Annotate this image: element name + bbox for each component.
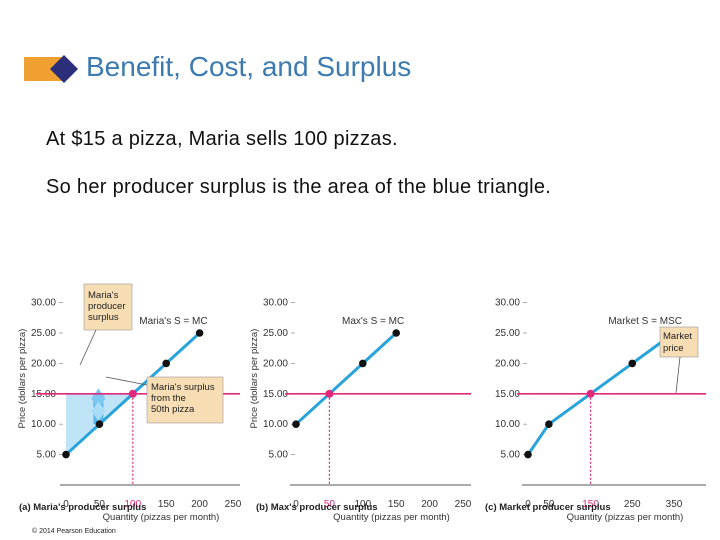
y-tick-label: 30.00 [31, 298, 56, 309]
unit-surplus-callout-text: 50th pizza [151, 404, 195, 415]
body-text-line-2: So her producer surplus is the area of t… [46, 176, 552, 198]
x-tick-label: 350 [666, 499, 683, 510]
chart-panel-3: 5.00 10.00 15.00 20.00 25.00 30.00 0 50 150 250 35… [485, 298, 706, 523]
chart-panel-2: 5.00 10.00 15.00 20.00 25.00 30.00 0 50 100 150 20… [249, 298, 472, 523]
panel-caption: (b) Max's producer surplus [256, 502, 378, 513]
y-tick-label: 10.00 [263, 419, 288, 430]
y-tick-label: 25.00 [31, 328, 56, 339]
y-tick-label: 10.00 [495, 419, 520, 430]
price-callout-box [659, 326, 699, 358]
x-tick-label: 250 [225, 499, 242, 510]
x-tick-label: 0 [525, 499, 531, 510]
x-tick-label: 0 [293, 499, 299, 510]
x-tick-label: 0 [63, 499, 69, 510]
unit-surplus-callout-pointer [105, 376, 148, 386]
panel-caption: (c) Market producer surplus [485, 502, 611, 513]
x-tick-label: 150 [582, 499, 599, 510]
price-callout-pointer [675, 356, 681, 393]
supply-point [359, 359, 367, 368]
surplus-callout-box [83, 283, 133, 331]
unit-surplus-callout-box [146, 376, 224, 424]
supply-point [162, 359, 170, 368]
panel-caption: (a) Maria's producer surplus [19, 502, 146, 513]
supply-curve-label: Maria's S = MC [139, 316, 207, 327]
x-axis-label: Quantity (pizzas per month) [333, 512, 450, 523]
y-tick-label: 15.00 [495, 389, 520, 400]
y-tick-label: 15.00 [263, 389, 288, 400]
supply-curve-label: Max's S = MC [342, 316, 404, 327]
supply-point [292, 420, 300, 428]
x-axis-label: Quantity (pizzas per month) [103, 512, 220, 523]
supply-point [392, 329, 401, 337]
x-tick-label: 250 [455, 499, 472, 510]
x-tick-label: 100 [124, 499, 141, 510]
price-callout-text: price [663, 343, 684, 354]
y-tick-label: 25.00 [495, 328, 520, 339]
y-axis-label: Price (dollars per pizza) [249, 329, 260, 429]
equilibrium-point [128, 389, 137, 398]
x-tick-label: 100 [354, 499, 371, 510]
copyright-notice: © 2014 Pearson Education [32, 528, 116, 535]
x-tick-label: 50 [324, 499, 336, 510]
y-tick-label: 30.00 [263, 298, 288, 309]
surplus-callout-text: producer [88, 301, 126, 312]
y-tick-label: 5.00 [501, 450, 521, 461]
slide-title: Benefit, Cost, and Surplus [86, 51, 412, 82]
x-tick-label: 150 [158, 499, 175, 510]
producer-surplus-charts: 5.00 10.00 15.00 20.00 25.00 30.00 0 50 100 150 20… [17, 283, 706, 523]
y-tick-label: 20.00 [31, 358, 56, 369]
x-tick-label: 150 [388, 499, 405, 510]
unit-surplus-callout-text: from the [151, 393, 186, 404]
surplus-callout-text: Maria's [88, 290, 119, 301]
supply-curve [294, 331, 398, 426]
price-callout-text: Market [663, 331, 692, 342]
y-tick-label: 30.00 [495, 298, 520, 309]
y-tick-label: 20.00 [263, 358, 288, 369]
supply-point [95, 420, 104, 428]
title-bullet-icon [24, 55, 78, 83]
x-tick-label: 200 [191, 499, 208, 510]
x-tick-label: 50 [543, 499, 555, 510]
unit-surplus-marker-bottom [91, 401, 106, 422]
supply-point [62, 450, 70, 459]
x-tick-label: 250 [624, 499, 641, 510]
supply-point [195, 329, 204, 337]
y-tick-label: 10.00 [31, 419, 56, 430]
supply-point [545, 420, 553, 428]
surplus-callout-text: surplus [88, 312, 119, 323]
x-axis-label: Quantity (pizzas per month) [567, 512, 684, 523]
unit-surplus-callout-text: Maria's surplus [151, 382, 215, 393]
surplus-callout-pointer [79, 329, 97, 366]
x-tick-label: 50 [94, 499, 106, 510]
supply-point [628, 359, 637, 368]
supply-point [524, 450, 532, 459]
supply-curve-label: Market S = MSC [608, 316, 682, 327]
x-tick-label: 200 [421, 499, 438, 510]
y-tick-label: 5.00 [37, 450, 57, 461]
equilibrium-point [586, 389, 595, 398]
y-axis-label: Price (dollars per pizza) [17, 329, 28, 429]
y-tick-label: 25.00 [263, 328, 288, 339]
y-tick-label: 20.00 [495, 358, 520, 369]
y-tick-label: 5.00 [269, 450, 289, 461]
equilibrium-point [325, 389, 334, 398]
body-text-line-1: At $15 a pizza, Maria sells 100 pizzas. [46, 128, 398, 150]
